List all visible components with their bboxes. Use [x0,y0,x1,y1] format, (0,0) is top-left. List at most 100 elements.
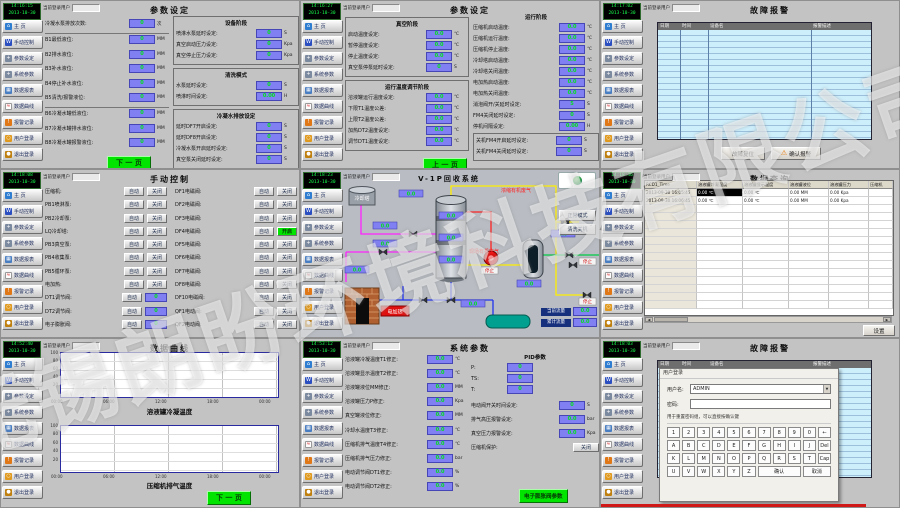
state-button[interactable]: 关闭 [147,253,167,263]
param-value-field[interactable]: 0.0 [427,425,453,435]
key-F[interactable]: F [742,440,756,451]
protect-toggle-button[interactable]: 关闭 [573,443,599,452]
horizontal-scrollbar[interactable]: ◀ ▶ [644,316,892,323]
sidebar-item-logout[interactable]: ● 退出登录 [2,486,43,499]
sidebar-item-alarm[interactable]: ! 报警记录 [302,116,343,129]
key-R[interactable]: R [772,453,786,464]
sidebar-item-system[interactable]: + 系统参数 [302,68,343,81]
param-value-field[interactable]: 0.0 [427,467,453,477]
sidebar-item-curve[interactable]: ≈ 数据曲线 [2,100,43,113]
auto-button[interactable]: 自动 [122,319,142,329]
param-value-field[interactable]: 0.0 [427,481,453,491]
sidebar-item-home[interactable]: ⌂ 主 页 [602,189,643,202]
key-Y[interactable]: Y [727,466,741,477]
sidebar-item-manual[interactable]: W 手动控制 [302,205,343,218]
sidebar-item-logout[interactable]: ● 退出登录 [602,317,643,330]
key-9[interactable]: 9 [787,427,801,438]
auto-button[interactable]: 自动 [124,187,144,196]
sidebar-item-manual[interactable]: W 手动控制 [2,36,43,49]
sidebar-item-system[interactable]: + 系统参数 [2,406,43,419]
key-J[interactable]: J [802,440,816,451]
sidebar-item-curve[interactable]: ≈ 数据曲线 [302,438,343,451]
auto-button[interactable]: 自动 [124,226,144,236]
key-V[interactable]: V [682,466,696,477]
sidebar-item-report[interactable]: ▦ 数据报表 [302,422,343,435]
key-1[interactable]: 1 [667,427,681,438]
param-value-field[interactable]: 0 [559,111,585,120]
sidebar-item-home[interactable]: ⌂ 主 页 [2,358,43,371]
auto-button[interactable]: 自动 [122,293,142,303]
username-select[interactable]: ADMIN ▼ [690,384,831,394]
param-value-field[interactable]: 0 [129,64,155,74]
sidebar-item-logout[interactable]: ● 退出登录 [602,486,643,499]
key-D[interactable]: D [712,440,726,451]
sidebar-item-alarm[interactable]: ! 报警记录 [602,454,643,467]
key-I[interactable]: I [787,440,801,451]
param-value-field[interactable]: 0 [256,155,282,164]
sidebar-item-param[interactable]: + 参数设定 [2,390,43,403]
param-value-field[interactable]: 0.0 [426,115,452,124]
sidebar-item-curve[interactable]: ≈ 数据曲线 [302,100,343,113]
sidebar-item-alarm[interactable]: ! 报警记录 [602,116,643,129]
chevron-down-icon[interactable]: ▼ [823,385,830,393]
key-2[interactable]: 2 [682,427,696,438]
sidebar-item-login[interactable]: ○ 用户登录 [602,301,643,314]
key-L[interactable]: L [682,453,696,464]
key-←[interactable]: ← [817,427,831,438]
state-button[interactable]: 关闭 [277,200,297,210]
key-O[interactable]: O [727,453,741,464]
normal-mode-button[interactable]: 正常模式 [559,210,596,221]
key-Del[interactable]: Del [817,440,831,451]
key-C[interactable]: C [697,440,711,451]
sidebar-item-logout[interactable]: ● 退出登录 [2,317,43,330]
scroll-thumb[interactable] [654,317,688,322]
sidebar-item-report[interactable]: ▦ 数据报表 [2,84,43,97]
state-button[interactable]: 关闭 [277,293,297,303]
param-value-field[interactable]: 0.0 [559,34,585,43]
param-value-field[interactable]: 0.0 [559,89,585,98]
param-value-field[interactable]: 0.0 [426,93,452,102]
param-value-field[interactable]: 0 [129,35,155,45]
valve-icon[interactable] [568,261,578,269]
pid-value-field[interactable]: 0 [507,374,533,383]
key-M[interactable]: M [697,453,711,464]
valve-opening-field[interactable]: 0 [145,293,167,303]
pump[interactable] [483,250,499,266]
param-value-field[interactable]: 0.00 [559,122,585,131]
key-5[interactable]: 5 [727,427,741,438]
sidebar-item-report[interactable]: ▦ 数据报表 [602,84,643,97]
param-value-field[interactable]: 0.0 [427,383,453,393]
state-button[interactable]: 关闭 [277,266,297,276]
key-6[interactable]: 6 [742,427,756,438]
key-U[interactable]: U [667,466,681,477]
param-value-field[interactable]: 0.0 [559,415,585,424]
sidebar-item-login[interactable]: ○ 用户登录 [302,470,343,483]
param-value-field[interactable]: 0 [129,109,155,119]
state-button[interactable]: 关闭 [147,200,167,210]
sidebar-item-system[interactable]: + 系统参数 [2,237,43,250]
state-button[interactable]: 关闭 [147,187,167,196]
sidebar-item-login[interactable]: ○ 用户登录 [2,301,43,314]
valve-icon[interactable] [378,248,388,256]
param-value-field[interactable]: 0.0 [427,397,453,407]
sidebar-item-manual[interactable]: W 手动控制 [602,205,643,218]
param-value-field[interactable]: 0.0 [559,67,585,76]
sidebar-item-logout[interactable]: ● 退出登录 [302,486,343,499]
state-button[interactable]: 关闭 [147,226,167,236]
auto-button[interactable]: 自动 [254,240,274,250]
valve-icon[interactable] [408,230,418,238]
auto-button[interactable]: 自动 [124,240,144,250]
key-A[interactable]: A [667,440,681,451]
cancel-button[interactable]: 取消 [802,466,831,477]
sidebar-item-system[interactable]: + 系统参数 [302,237,343,250]
next-page-button[interactable]: 下 一 页 [107,156,151,168]
state-button[interactable]: 关闭 [277,253,297,263]
key-7[interactable]: 7 [757,427,771,438]
sidebar-item-param[interactable]: + 参数设定 [302,390,343,403]
sidebar-item-curve[interactable]: ≈ 数据曲线 [602,269,643,282]
auto-button[interactable]: 自动 [254,266,274,276]
sidebar-item-report[interactable]: ▦ 数据报表 [302,84,343,97]
scroll-left-arrow[interactable]: ◀ [645,317,653,322]
state-button[interactable]: 关闭 [147,213,167,223]
auto-button[interactable]: 自动 [254,253,274,263]
